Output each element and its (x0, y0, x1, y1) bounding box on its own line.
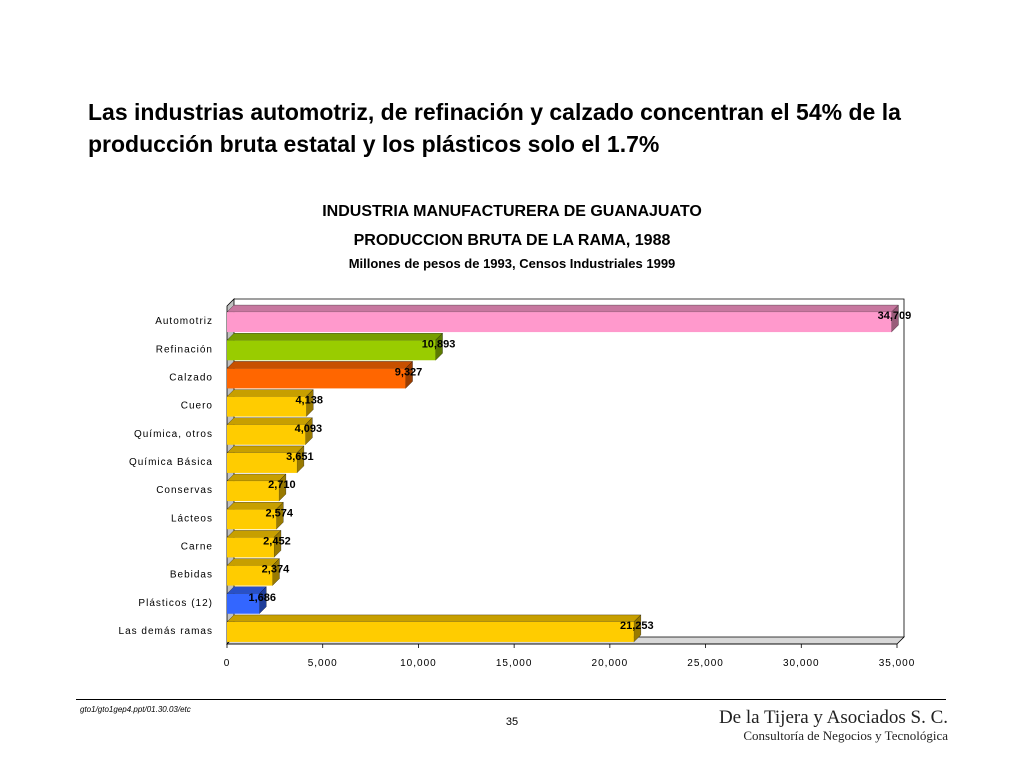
bar-10 (227, 593, 260, 614)
category-label-2: Calzado (169, 372, 213, 383)
footer-divider (76, 699, 946, 700)
category-label-5: Química Básica (129, 457, 213, 468)
x-tick-label-7: 35,000 (879, 658, 916, 669)
bar-top-0 (226, 304, 899, 313)
bar-7 (227, 509, 277, 530)
value-label-11: 21,253 (620, 620, 654, 632)
category-label-11: Las demás ramas (119, 626, 213, 637)
category-label-9: Bebidas (170, 570, 213, 581)
company-tagline: Consultoría de Negocios y Tecnológica (743, 728, 948, 743)
category-label-0: Automotriz (155, 316, 213, 327)
bar-9 (227, 565, 273, 586)
value-label-8: 2,452 (263, 535, 291, 547)
value-label-0: 34,709 (878, 310, 912, 322)
x-tick-label-5: 25,000 (687, 658, 724, 669)
bar-1 (227, 340, 436, 361)
bar-8 (227, 537, 274, 558)
category-label-4: Química, otros (134, 429, 213, 440)
category-label-3: Cuero (181, 401, 213, 412)
bar-3 (227, 396, 307, 417)
category-label-1: Refinación (156, 344, 213, 355)
value-label-7: 2,574 (266, 507, 294, 519)
bar-top-1 (226, 333, 443, 341)
file-reference: gto1/gto1gep4.ppt/01.30.03/etc (80, 705, 191, 714)
value-label-3: 4,138 (295, 395, 323, 407)
category-label-10: Plásticos (12) (138, 598, 213, 609)
chart-back-wall-border (234, 298, 905, 637)
x-tick-label-3: 15,000 (496, 658, 533, 669)
x-tick-label-2: 10,000 (400, 658, 437, 669)
value-label-2: 9,327 (395, 366, 423, 378)
value-label-10: 1,686 (249, 592, 277, 604)
bar-4 (227, 424, 306, 445)
x-tick-label-0: 0 (224, 658, 231, 669)
bar-6 (227, 481, 279, 502)
category-label-7: Lácteos (171, 513, 213, 524)
bar-top-11 (226, 614, 642, 623)
slide-headline: Las industrias automotriz, de refinación… (88, 99, 901, 157)
bar-0 (227, 312, 892, 333)
category-label-6: Conservas (156, 485, 213, 496)
x-tick-label-4: 20,000 (592, 658, 629, 669)
bar-5 (227, 452, 297, 473)
bar-end-10 (259, 586, 267, 615)
company-name: De la Tijera y Asociados S. C. (718, 707, 948, 728)
category-label-8: Carne (181, 541, 213, 552)
bar-end-2 (405, 361, 413, 389)
chart-title: INDUSTRIA MANUFACTURERA DE GUANAJUATO (322, 203, 702, 220)
bar-2 (227, 368, 406, 389)
value-label-9: 2,374 (262, 564, 290, 576)
x-tick-label-1: 5,000 (308, 658, 338, 669)
page-number: 35 (505, 716, 519, 728)
value-label-1: 10,893 (422, 338, 456, 350)
value-label-4: 4,093 (295, 423, 323, 435)
bar-top-2 (226, 361, 413, 369)
x-tick-label-6: 30,000 (783, 658, 820, 669)
bar-chart: Automotriz 34,709 Refinación 10,893 Calzado 9… (119, 298, 916, 669)
value-label-6: 2,710 (268, 479, 296, 491)
chart-subtitle: PRODUCCION BRUTA DE LA RAMA, 1988 (353, 232, 671, 249)
bar-11 (227, 621, 634, 642)
chart-unit-note: Millones de pesos de 1993, Censos Indust… (348, 256, 676, 271)
value-label-5: 3,651 (286, 451, 314, 463)
